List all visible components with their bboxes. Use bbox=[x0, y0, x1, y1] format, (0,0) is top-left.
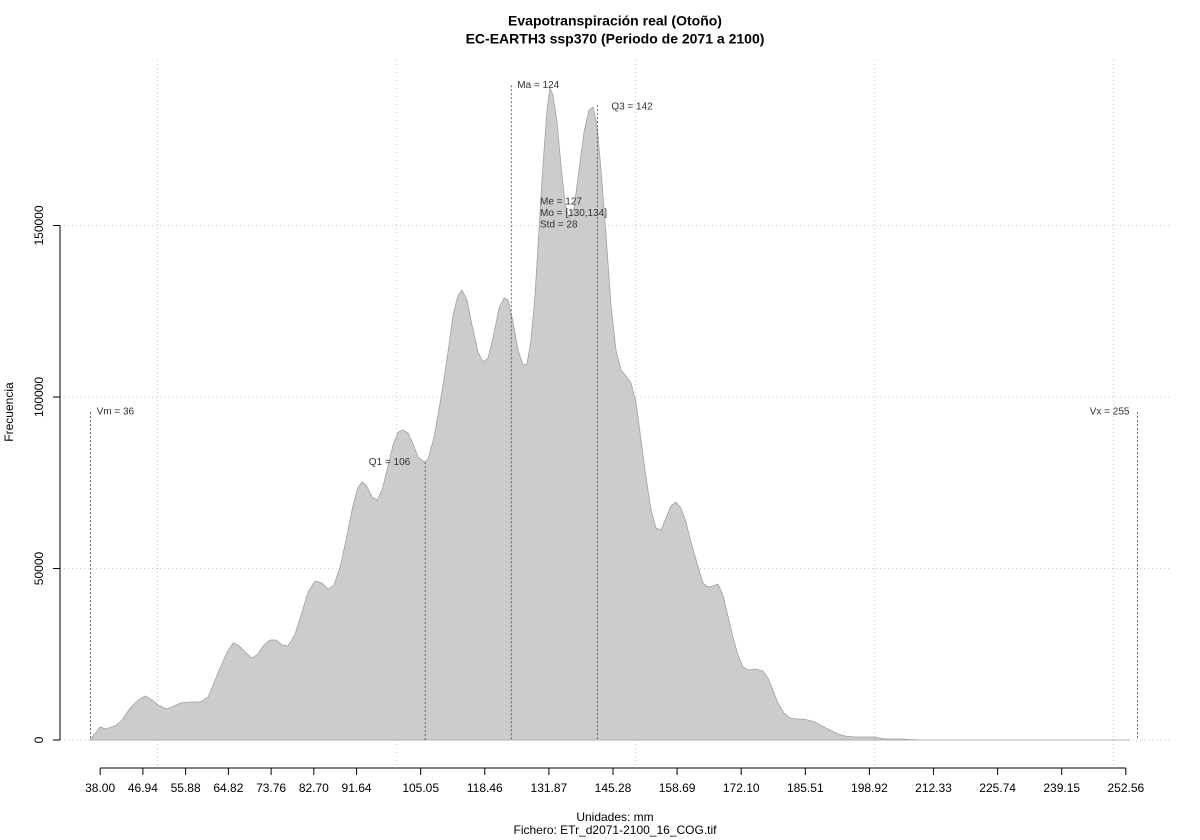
stat-label: Std = 28 bbox=[540, 220, 578, 231]
y-tick-label: 150000 bbox=[32, 205, 46, 245]
x-tick-label: 55.88 bbox=[171, 781, 201, 795]
x-tick-label: 145.28 bbox=[595, 781, 632, 795]
x-tick-label: 64.82 bbox=[213, 781, 243, 795]
y-axis-label: Frecuencia bbox=[2, 382, 16, 442]
stat-label: Me = 127 bbox=[540, 197, 582, 208]
x-tick-label: 158.69 bbox=[659, 781, 696, 795]
x-tick-label: 225.74 bbox=[979, 781, 1016, 795]
y-tick-label: 50000 bbox=[32, 551, 46, 585]
x-tick-label: 73.76 bbox=[256, 781, 286, 795]
x-tick-label: 38.00 bbox=[85, 781, 115, 795]
x-tick-label: 172.10 bbox=[723, 781, 760, 795]
chart-title: Evapotranspiración real (Otoño) bbox=[508, 13, 722, 29]
annotation-label: Vm = 36 bbox=[97, 407, 135, 418]
y-tick-label: 100000 bbox=[32, 377, 46, 417]
chart-subtitle: EC-EARTH3 ssp370 (Periodo de 2071 a 2100… bbox=[466, 31, 765, 47]
stat-label: Mo = [130,134] bbox=[540, 208, 607, 219]
x-tick-label: 185.51 bbox=[787, 781, 824, 795]
x-tick-label: 46.94 bbox=[128, 781, 158, 795]
annotation-label: Vx = 255 bbox=[1090, 407, 1130, 418]
x-tick-label: 91.64 bbox=[342, 781, 372, 795]
annotation-label: Q1 = 106 bbox=[369, 457, 411, 468]
y-tick-label: 0 bbox=[32, 736, 46, 743]
caption: Fichero: ETr_d2071-2100_16_COG.tif bbox=[514, 823, 718, 837]
x-tick-label: 131.87 bbox=[531, 781, 568, 795]
annotation-label: Ma = 124 bbox=[517, 80, 559, 91]
density-area bbox=[89, 86, 1131, 741]
x-tick-label: 198.92 bbox=[851, 781, 888, 795]
x-axis-label: Unidades: mm bbox=[576, 810, 653, 824]
x-tick-label: 82.70 bbox=[299, 781, 329, 795]
x-tick-label: 105.05 bbox=[402, 781, 439, 795]
x-tick-label: 212.33 bbox=[915, 781, 952, 795]
x-tick-label: 252.56 bbox=[1107, 781, 1144, 795]
annotation-label: Q3 = 142 bbox=[611, 102, 653, 113]
x-tick-label: 118.46 bbox=[467, 781, 503, 795]
x-tick-label: 239.15 bbox=[1043, 781, 1080, 795]
